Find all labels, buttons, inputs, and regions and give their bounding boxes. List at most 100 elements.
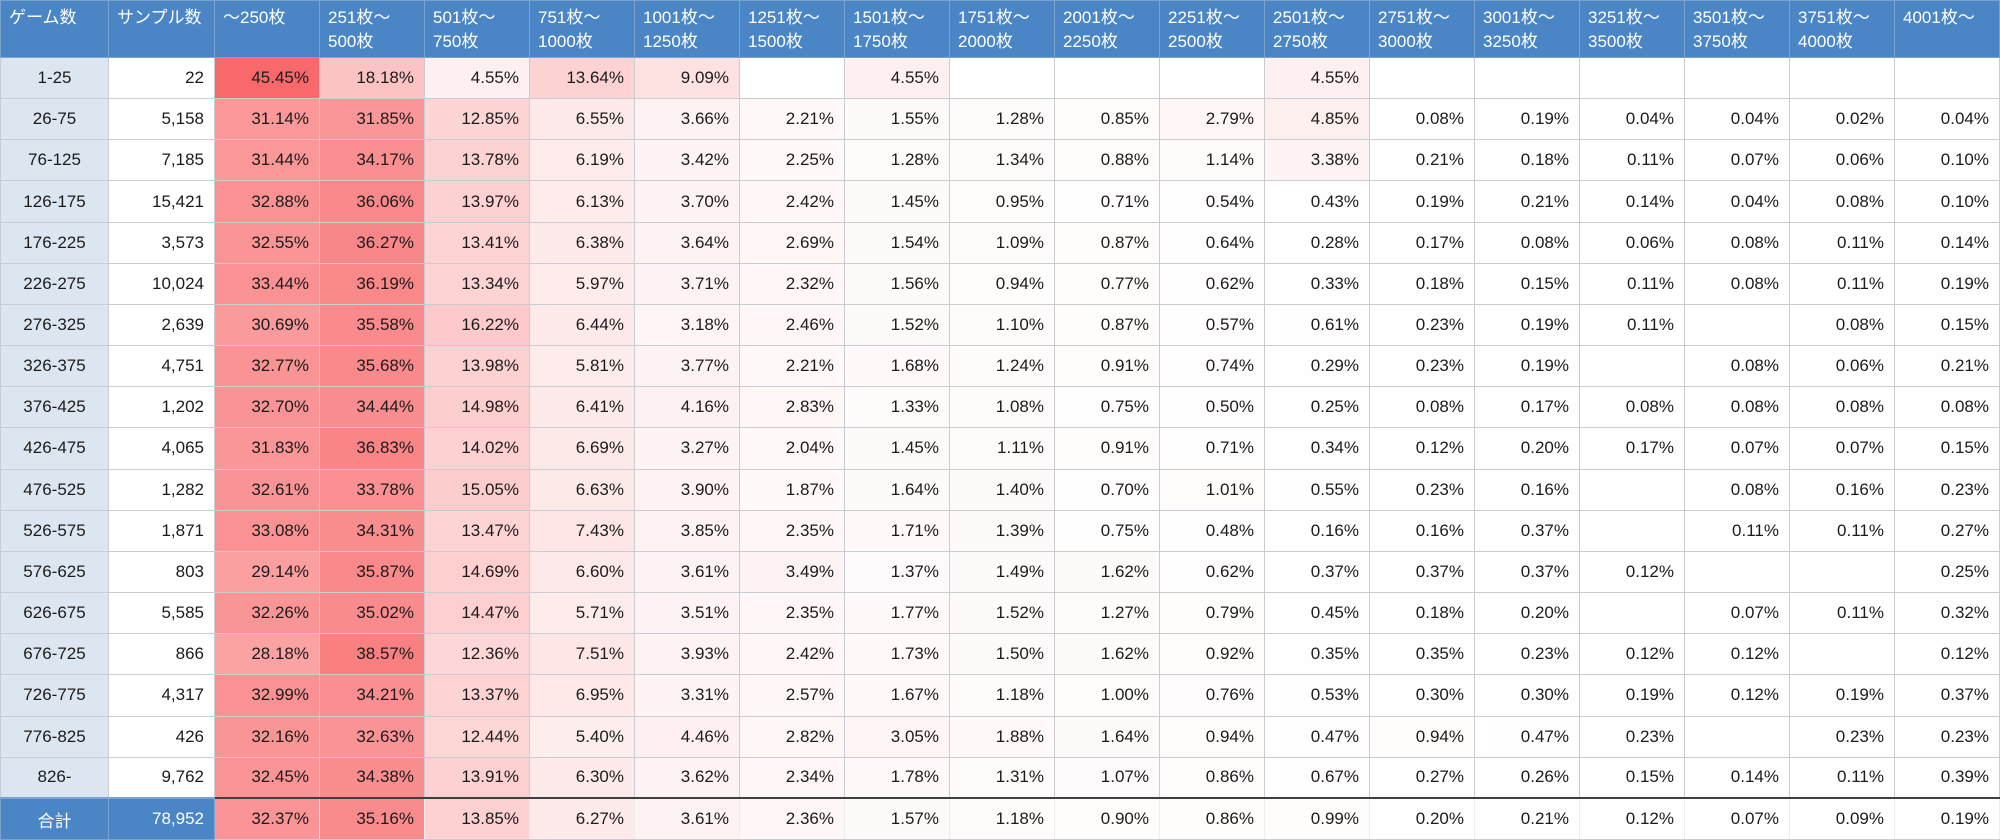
heat-cell: 1.11% — [949, 427, 1055, 470]
heat-cell: 36.83% — [319, 427, 425, 470]
heat-cell: 0.06% — [1789, 345, 1895, 388]
heat-cell: 0.74% — [1159, 345, 1265, 388]
column-header-bin: 4001枚～ — [1894, 0, 2000, 58]
heat-cell: 1.45% — [844, 427, 950, 470]
heat-cell: 0.15% — [1894, 303, 2000, 347]
table-row: 476-525 1,282 32.61% 33.78% 15.05% 6.63% 3.90%… — [0, 468, 2000, 511]
heat-cell: 0.07% — [1684, 427, 1790, 470]
heat-cell: 0.08% — [1684, 262, 1790, 305]
heat-cell: 32.88% — [214, 180, 320, 223]
heat-cell: 0.08% — [1369, 98, 1475, 141]
heat-cell: 0.15% — [1579, 756, 1685, 799]
heat-cell: 33.78% — [319, 468, 425, 511]
column-header-bin: 2501枚～ 2750枚 — [1264, 0, 1370, 58]
heat-cell: 31.44% — [214, 139, 320, 182]
heat-cell: 0.14% — [1894, 221, 2000, 264]
table-header: ゲーム数 サンプル数 ～250枚 251枚～ 500枚 501枚～ 750枚 751枚～ … — [0, 0, 2000, 58]
heat-cell: 1.07% — [1054, 756, 1160, 799]
heat-cell: 0.12% — [1579, 633, 1685, 676]
heat-cell: 1.56% — [844, 262, 950, 305]
column-header-bin: 2001枚～ 2250枚 — [1054, 0, 1160, 58]
heat-cell: 0.34% — [1264, 427, 1370, 470]
heat-cell: 1.28% — [949, 98, 1055, 141]
heat-cell: 6.19% — [529, 139, 635, 182]
heat-cell: 38.57% — [319, 633, 425, 676]
heat-cell: 0.07% — [1684, 797, 1790, 840]
heat-cell: 1.57% — [844, 797, 950, 840]
heat-cell: 0.37% — [1264, 550, 1370, 594]
heat-cell: 0.37% — [1369, 550, 1475, 594]
heat-cell: 3.18% — [634, 303, 740, 347]
heat-cell: 0.33% — [1264, 262, 1370, 305]
heat-cell: 0.16% — [1264, 509, 1370, 552]
heat-cell: 32.70% — [214, 386, 320, 429]
heat-cell: 1.00% — [1054, 674, 1160, 717]
heat-cell: 0.71% — [1159, 427, 1265, 470]
heat-cell — [1684, 715, 1790, 758]
heat-cell: 12.44% — [424, 715, 530, 758]
heat-cell: 0.19% — [1789, 674, 1895, 717]
heat-cell: 30.69% — [214, 303, 320, 347]
heat-cell: 0.17% — [1369, 221, 1475, 264]
table-row: 176-225 3,573 32.55% 36.27% 13.41% 6.38% 3.64%… — [0, 221, 2000, 264]
heat-cell: 34.38% — [319, 756, 425, 799]
column-header-bin: 3001枚～ 3250枚 — [1474, 0, 1580, 58]
heat-cell: 0.11% — [1579, 139, 1685, 182]
heat-cell: 0.25% — [1894, 550, 2000, 594]
heat-cell: 4.16% — [634, 386, 740, 429]
heat-cell: 5.71% — [529, 592, 635, 635]
heat-cell: 3.90% — [634, 468, 740, 511]
heat-cell: 0.15% — [1894, 427, 2000, 470]
heat-cell: 0.08% — [1684, 221, 1790, 264]
heat-cell: 0.37% — [1474, 550, 1580, 594]
heat-cell: 0.08% — [1789, 386, 1895, 429]
heat-cell: 0.37% — [1894, 674, 2000, 717]
heat-cell: 13.97% — [424, 180, 530, 223]
heat-cell: 1.62% — [1054, 550, 1160, 594]
column-header-bin: 501枚～ 750枚 — [424, 0, 530, 58]
heat-cell — [1789, 633, 1895, 676]
heat-cell: 0.94% — [949, 262, 1055, 305]
heat-cell: 0.45% — [1264, 592, 1370, 635]
heat-cell: 36.27% — [319, 221, 425, 264]
column-header-bin: 3501枚～ 3750枚 — [1684, 0, 1790, 58]
heat-cell: 0.23% — [1369, 345, 1475, 388]
heat-cell: 0.75% — [1054, 386, 1160, 429]
heat-cell: 14.47% — [424, 592, 530, 635]
sample-count-cell: 22 — [108, 56, 215, 100]
heat-cell: 6.95% — [529, 674, 635, 717]
heat-cell — [1684, 550, 1790, 594]
heat-cell: 0.94% — [1369, 715, 1475, 758]
heat-cell: 36.06% — [319, 180, 425, 223]
heat-cell: 13.98% — [424, 345, 530, 388]
heat-cell: 0.39% — [1894, 756, 2000, 799]
heat-cell: 0.16% — [1474, 468, 1580, 511]
total-row-label: 合計 — [0, 797, 109, 840]
heat-cell: 2.79% — [1159, 98, 1265, 141]
heat-cell: 1.14% — [1159, 139, 1265, 182]
heat-cell: 0.91% — [1054, 427, 1160, 470]
heat-cell: 0.70% — [1054, 468, 1160, 511]
heat-cell: 13.47% — [424, 509, 530, 552]
heat-cell: 2.82% — [739, 715, 845, 758]
heat-cell: 32.26% — [214, 592, 320, 635]
heat-cell: 0.11% — [1789, 262, 1895, 305]
heat-cell: 6.38% — [529, 221, 635, 264]
heat-cell: 6.13% — [529, 180, 635, 223]
heat-cell: 32.99% — [214, 674, 320, 717]
heat-cell: 0.27% — [1894, 509, 2000, 552]
header-row: ゲーム数 サンプル数 ～250枚 251枚～ 500枚 501枚～ 750枚 751枚～ … — [0, 0, 2000, 58]
heat-cell: 0.11% — [1684, 509, 1790, 552]
heat-cell: 0.23% — [1369, 303, 1475, 347]
heat-cell: 6.60% — [529, 550, 635, 594]
total-row: 合計 78,952 32.37% 35.16% 13.85% 6.27% 3.61% 2.36… — [0, 797, 2000, 840]
heat-cell: 4.55% — [1264, 56, 1370, 100]
heat-cell: 35.16% — [319, 797, 425, 840]
heat-cell: 0.48% — [1159, 509, 1265, 552]
table-row: 76-125 7,185 31.44% 34.17% 13.78% 6.19% 3.42% 2… — [0, 139, 2000, 182]
heat-cell: 0.14% — [1684, 756, 1790, 799]
heat-cell: 3.51% — [634, 592, 740, 635]
heat-cell: 1.10% — [949, 303, 1055, 347]
row-label: 226-275 — [0, 262, 109, 305]
heat-cell: 1.62% — [1054, 633, 1160, 676]
